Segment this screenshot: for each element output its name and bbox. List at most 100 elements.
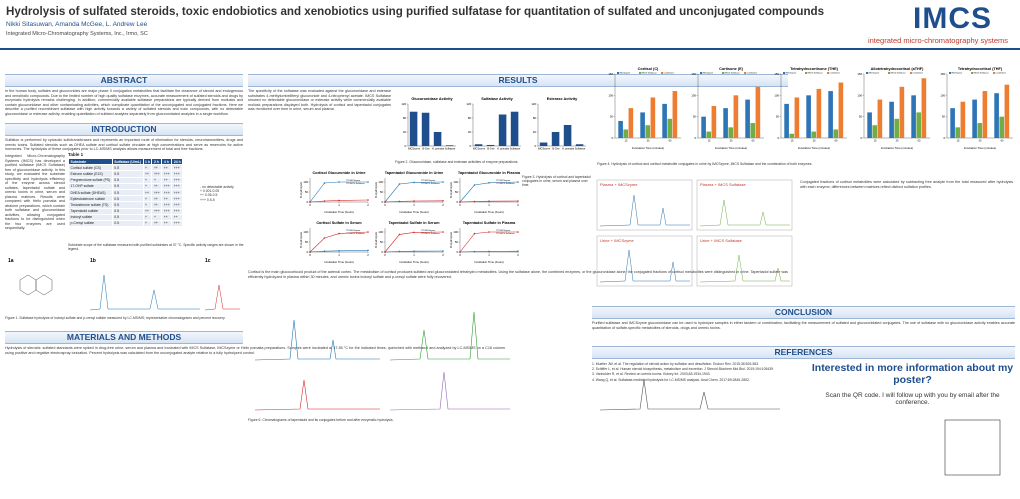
point bbox=[338, 199, 340, 202]
chart-title: Tapentadol Glucuronide in Urine bbox=[385, 171, 444, 175]
y-tick-label: 80 bbox=[403, 116, 407, 120]
y-tick-label: 50 bbox=[693, 115, 697, 119]
bar bbox=[623, 129, 629, 138]
chart-title: Tetrahydrocortisone (THE) bbox=[790, 67, 839, 71]
bar bbox=[816, 88, 822, 138]
x-tick-label: 2 bbox=[442, 253, 444, 257]
bar bbox=[784, 103, 789, 138]
y-tick-label: 100 bbox=[940, 93, 945, 97]
bar bbox=[789, 133, 795, 138]
chart-title: Tapentadol Sulfate in Plasma bbox=[463, 221, 516, 225]
legend-label: Combined bbox=[996, 73, 1007, 75]
x-tick-label: 15 bbox=[957, 140, 960, 143]
y-tick-label: 0 bbox=[381, 200, 383, 204]
bar bbox=[872, 125, 878, 138]
affiliation: Integrated Micro-Chromatography Systems,… bbox=[6, 31, 148, 37]
legend-label: IMCS Sulfatase bbox=[808, 72, 824, 75]
figure-1-art bbox=[19, 274, 240, 311]
chart-title: Tetrahydrocortisol (THF) bbox=[958, 67, 1003, 71]
series-line bbox=[459, 250, 519, 253]
y-tick-label: 80 bbox=[468, 116, 472, 120]
bar bbox=[445, 145, 454, 146]
y-tick-label: 0 bbox=[456, 250, 458, 254]
y-tick-label: 0 bbox=[534, 144, 536, 148]
chart-title: Esterase Activity bbox=[547, 97, 578, 101]
y-tick-label: 50 bbox=[610, 115, 614, 119]
y-tick-label: 100 bbox=[453, 230, 458, 234]
y-axis-label: % Hydrolysis bbox=[374, 181, 378, 198]
point bbox=[323, 200, 326, 202]
series-line bbox=[309, 181, 368, 203]
legend-label: IMCSzyme bbox=[952, 73, 963, 75]
y-tick-label: 0 bbox=[404, 144, 406, 148]
table-row: Tapentadol sulfate 0.5 ++ +++ +++ +++ bbox=[68, 207, 184, 215]
bar bbox=[711, 106, 717, 138]
y-tick-label: 120 bbox=[466, 102, 471, 106]
legend-label: IMCSzyme bbox=[425, 230, 436, 232]
y-axis-label: % Hydrolysis bbox=[449, 231, 453, 248]
bar bbox=[811, 131, 817, 138]
bar bbox=[498, 114, 507, 146]
point bbox=[488, 182, 490, 184]
point bbox=[323, 237, 326, 239]
contact-heading: Interested in more information about my … bbox=[811, 362, 1014, 386]
bar bbox=[701, 116, 706, 138]
x-tick-label: IMCSzyme bbox=[408, 148, 421, 151]
x-axis-label: Incubation Time (hours) bbox=[399, 210, 428, 214]
results-text: The specificity of the sulfatase was eva… bbox=[248, 89, 391, 111]
legend-label: IMCSzyme bbox=[350, 180, 361, 182]
x-axis-label: Incubation Time (hours) bbox=[474, 260, 503, 264]
legend-swatch bbox=[971, 72, 973, 74]
x-tick-label: 0 bbox=[309, 203, 311, 207]
point bbox=[367, 181, 369, 183]
y-tick-label: 100 bbox=[378, 230, 383, 234]
x-axis-label: Incubation Time (hours) bbox=[474, 210, 503, 214]
section-heading: RESULTS bbox=[248, 74, 788, 87]
y-tick-label: 50 bbox=[380, 190, 384, 194]
results-text: Cortisol is the main glucocorticoid prod… bbox=[248, 270, 788, 279]
legend-label: IMCSzyme bbox=[425, 180, 436, 182]
bar bbox=[628, 108, 634, 138]
series-line bbox=[459, 231, 518, 253]
bar bbox=[899, 86, 905, 138]
x-tick-label: B-One bbox=[487, 148, 495, 151]
bar bbox=[999, 116, 1005, 138]
x-tick-label: 15 bbox=[708, 140, 711, 143]
panel-label: Plasma + IMCS Sulfatase bbox=[700, 182, 746, 187]
bar bbox=[894, 118, 900, 138]
point bbox=[517, 250, 519, 252]
header-rule bbox=[0, 48, 1020, 50]
legend-label: IMCSzyme bbox=[500, 230, 511, 232]
section-heading: REFERENCES bbox=[592, 346, 1015, 359]
legend-label: IMCS Sulfatase bbox=[500, 232, 516, 235]
x-tick-label: IMCSzyme bbox=[473, 148, 486, 151]
bar bbox=[977, 123, 983, 138]
chart-title: Cortisone (E) bbox=[719, 67, 744, 71]
point bbox=[398, 183, 401, 185]
x-tick-label: 0 bbox=[459, 203, 461, 207]
y-tick-label: 0 bbox=[469, 144, 471, 148]
point bbox=[323, 250, 326, 252]
legend-swatch bbox=[805, 72, 807, 74]
bar bbox=[645, 125, 651, 138]
section-heading: INTRODUCTION bbox=[5, 123, 243, 136]
y-tick-label: 0 bbox=[694, 136, 696, 140]
x-tick-label: 30 bbox=[813, 140, 816, 143]
bar bbox=[794, 97, 800, 138]
legend-swatch bbox=[888, 72, 890, 74]
x-tick-label: B-One bbox=[552, 148, 560, 151]
point bbox=[413, 231, 415, 234]
y-tick-label: 50 bbox=[455, 240, 459, 244]
table-row: Indoxyl sulfate 0.5 + + ++ ++ bbox=[68, 213, 184, 221]
bar bbox=[911, 95, 916, 138]
y-tick-label: 100 bbox=[378, 180, 383, 184]
point bbox=[367, 231, 369, 233]
point bbox=[398, 250, 401, 253]
y-tick-label: 50 bbox=[859, 115, 863, 119]
y-tick-label: 50 bbox=[305, 240, 309, 244]
point bbox=[413, 250, 415, 252]
point bbox=[442, 231, 444, 233]
figure-5-art bbox=[596, 179, 793, 287]
table-cell: +++ bbox=[171, 219, 184, 228]
bar bbox=[723, 108, 728, 138]
